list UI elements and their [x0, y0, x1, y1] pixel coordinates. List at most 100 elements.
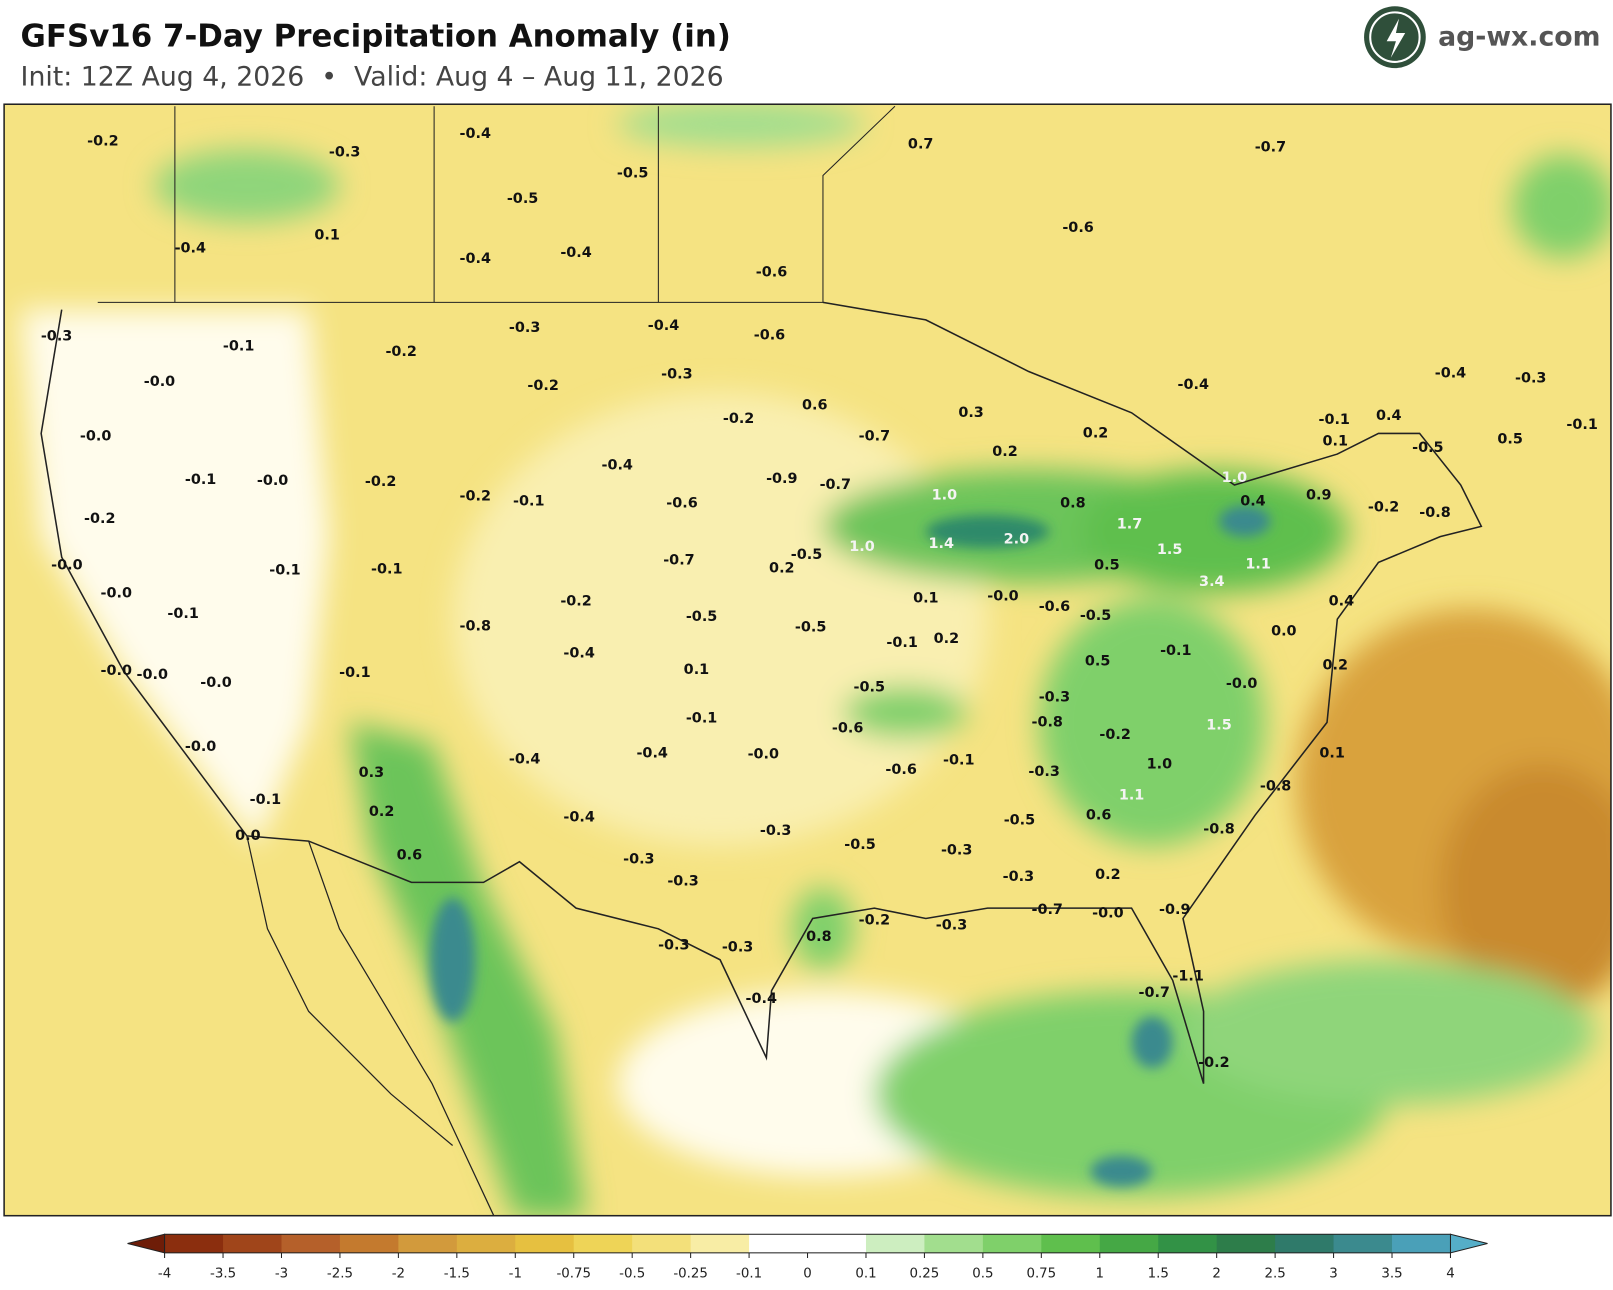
map-value-label: -0.3	[509, 320, 540, 336]
map-frame	[3, 103, 1612, 1217]
map-value-label: -0.3	[760, 823, 791, 839]
map-value-label: -0.4	[563, 645, 594, 661]
colorbar-tick-label: -0.25	[673, 1267, 708, 1282]
map-value-label: -0.5	[1412, 440, 1443, 456]
colorbar-tick-label: -4	[158, 1267, 171, 1282]
map-value-label: 0.0	[1271, 624, 1296, 640]
map-value-label: -0.6	[832, 721, 863, 737]
colorbar-segment	[1392, 1234, 1451, 1253]
map-value-label: -0.4	[460, 251, 491, 267]
colorbar-tick-label: 0.1	[855, 1267, 876, 1282]
map-value-label: 0.5	[1497, 432, 1522, 448]
colorbar-tick-label: 1	[1096, 1267, 1105, 1282]
map-value-label: 0.2	[934, 631, 959, 647]
colorbar-tick-label: 2.5	[1264, 1267, 1285, 1282]
map-value-label: -0.0	[144, 374, 175, 390]
map-value-label: -0.0	[185, 739, 216, 755]
map-value-label: -0.2	[1198, 1055, 1229, 1071]
colorbar-tick-label: -2.5	[327, 1267, 353, 1282]
map-value-label: -0.0	[257, 473, 288, 489]
map-value-label: -0.1	[269, 563, 300, 579]
colorbar-segment	[982, 1234, 1042, 1253]
colorbar-tick-label: -3.5	[210, 1267, 236, 1282]
map-value-label: -0.4	[563, 809, 594, 825]
map-value-label: -0.6	[754, 327, 785, 343]
colorbar-tick-label: 0.25	[910, 1267, 940, 1282]
map-value-label: 0.0	[235, 828, 260, 844]
map-value-label: -0.3	[41, 328, 72, 344]
map-value-label: -0.2	[527, 378, 558, 394]
colorbar-tick-label: 0	[803, 1267, 812, 1282]
map-value-label: -0.7	[820, 477, 851, 493]
map-value-label: -0.7	[663, 552, 694, 568]
map-value-label: 1.1	[1245, 556, 1270, 572]
colorbar-segment	[339, 1234, 399, 1253]
map-value-label: -0.4	[746, 991, 777, 1007]
map-value-label: -0.5	[686, 609, 717, 625]
map-value-label: 1.1	[1119, 788, 1144, 804]
logo	[1364, 6, 1426, 69]
map-value-label: 0.1	[913, 591, 938, 607]
map-value-label: -0.1	[250, 792, 281, 808]
colorbar-tick-label: 3.5	[1381, 1267, 1402, 1282]
map-value-label: -0.4	[636, 745, 667, 761]
map-value-label: 0.6	[1086, 807, 1111, 823]
map-value-label: 0.6	[397, 848, 422, 864]
map-value-label: -0.1	[223, 339, 254, 355]
map-value-label: -0.5	[507, 191, 538, 207]
map-value-label: -0.3	[1003, 869, 1034, 885]
colorbar-segment	[1158, 1234, 1218, 1253]
map-value-label: -0.2	[1368, 500, 1399, 516]
colorbar-segment	[632, 1234, 692, 1253]
map-value-label: 0.8	[806, 929, 831, 945]
map-value-label: 0.2	[1095, 867, 1120, 883]
colorbar-tick-label: -1.5	[444, 1267, 470, 1282]
colorbar-tick-label: -0.5	[619, 1267, 645, 1282]
map-value-label: -0.3	[941, 842, 972, 858]
map-value-label: -0.5	[1080, 608, 1111, 624]
subtitle: Init: 12Z Aug 4, 2026 • Valid: Aug 4 – A…	[21, 62, 724, 93]
colorbar-tick-label: 3	[1329, 1267, 1338, 1282]
colorbar-tick-label: 2	[1212, 1267, 1221, 1282]
map-value-label: -0.9	[766, 471, 797, 487]
map-value-label: -0.0	[200, 675, 231, 691]
colorbar-segment	[1099, 1234, 1159, 1253]
map-value-label: -0.8	[1203, 822, 1234, 838]
colorbar-segment	[924, 1234, 984, 1253]
map-value-label: 0.2	[992, 444, 1017, 460]
map-value-label: 0.6	[802, 398, 827, 414]
colorbar-segment	[164, 1234, 224, 1253]
map-value-label: 0.3	[359, 765, 384, 781]
map-value-label: -0.4	[648, 318, 679, 334]
map-value-label: 0.3	[958, 405, 983, 421]
map-value-label: -0.3	[1028, 764, 1059, 780]
map-value-label: -0.2	[859, 913, 890, 929]
colorbar-segment	[515, 1234, 575, 1253]
map-value-label: -0.3	[1039, 690, 1070, 706]
map-value-label: -0.7	[1255, 140, 1286, 156]
map-value-label: -0.0	[101, 585, 132, 601]
map: -0.2 -0.3 -0.4 -0.5 -0.5 0.1 -0.4 -0.4 -0.4 -0.6 0…	[4, 104, 1611, 1216]
colorbar-tick-label: -2	[392, 1267, 405, 1282]
title: GFSv16 7-Day Precipitation Anomaly (in)	[21, 18, 731, 54]
map-value-label: -0.0	[51, 558, 82, 574]
map-value-label: 1.0	[1222, 470, 1247, 486]
map-value-label: -0.8	[1031, 714, 1062, 730]
map-value-label: 0.1	[1319, 745, 1344, 761]
colorbar-extend	[1449, 1233, 1488, 1254]
map-value-label: -0.5	[617, 165, 648, 181]
colorbar-segment	[456, 1234, 516, 1253]
map-value-label: 0.2	[369, 804, 394, 820]
colorbar-segment	[573, 1234, 633, 1253]
map-value-label: -0.6	[1062, 220, 1093, 236]
map-value-label: -0.1	[1160, 643, 1191, 659]
map-value-label: -0.0	[987, 588, 1018, 604]
map-value-label: -0.1	[1566, 417, 1597, 433]
map-value-label: -0.2	[84, 511, 115, 527]
map-value-label: -0.4	[1178, 377, 1209, 393]
map-value-label: 0.8	[1060, 496, 1085, 512]
map-value-label: 0.1	[1323, 434, 1348, 450]
map-value-label: -0.4	[560, 245, 591, 261]
map-value-label: -0.1	[943, 753, 974, 769]
colorbar-segment	[690, 1234, 750, 1253]
